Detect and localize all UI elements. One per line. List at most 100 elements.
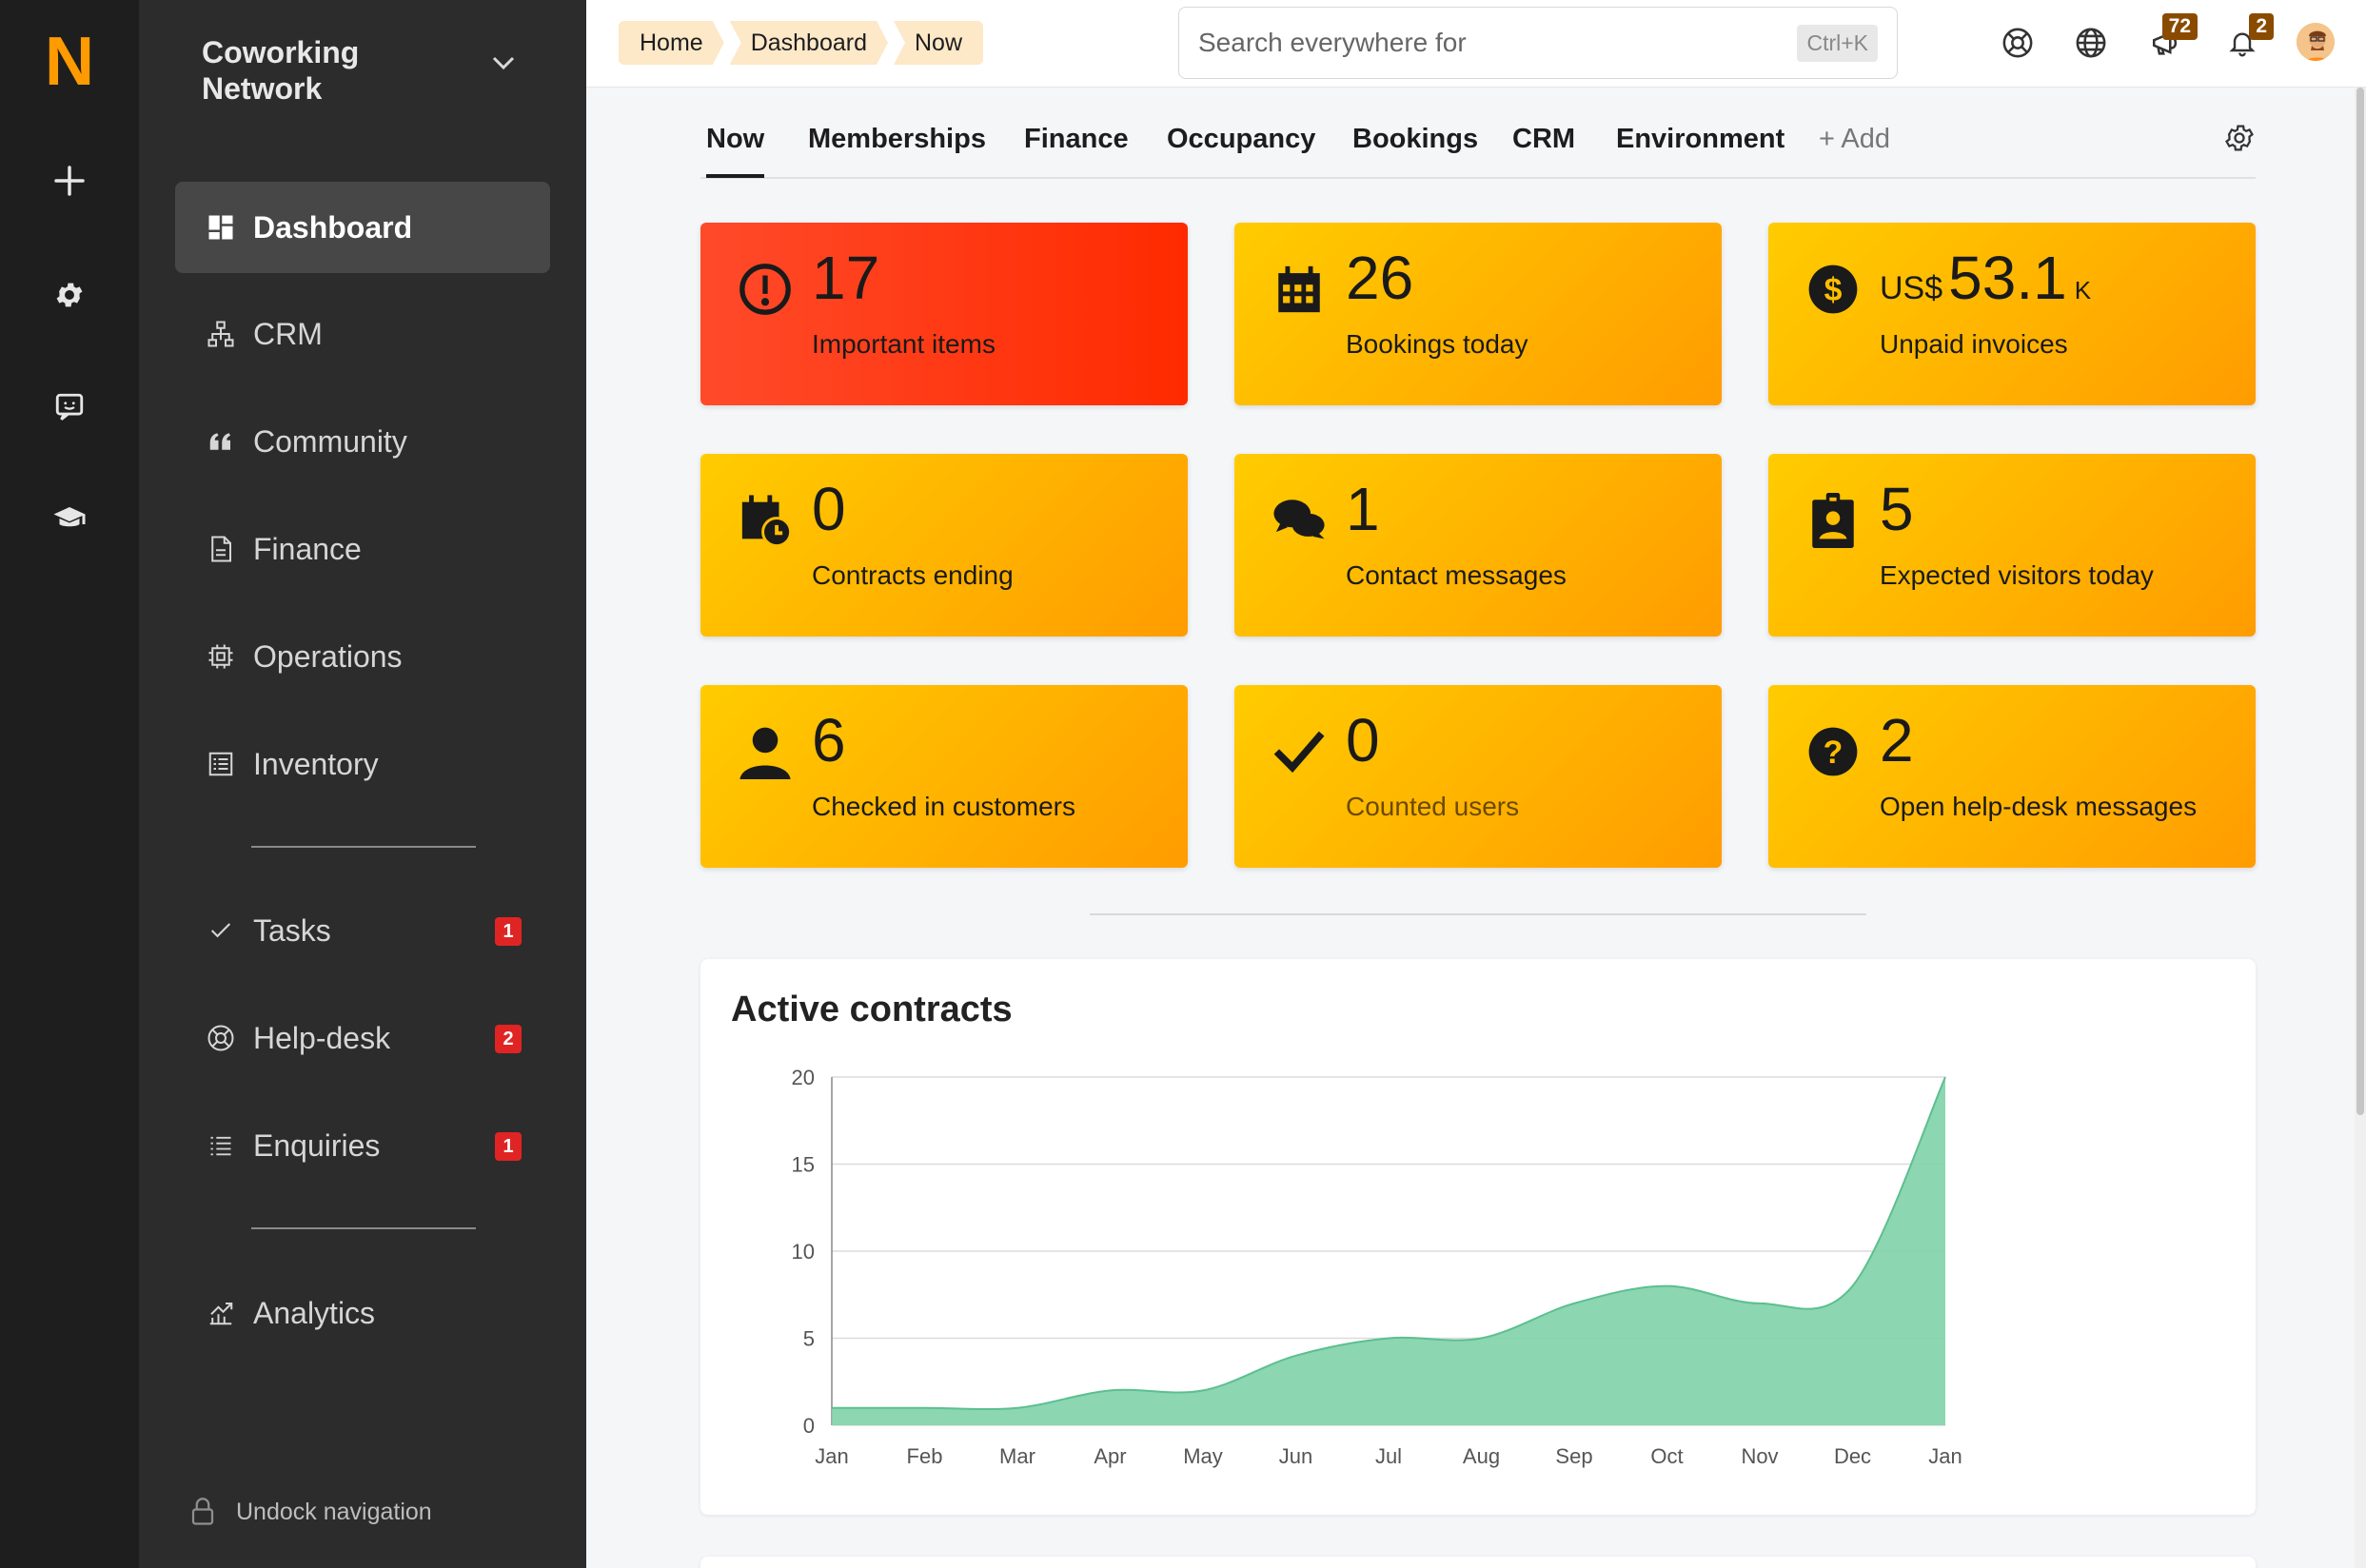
megaphone-icon[interactable]: 72 [2142, 13, 2198, 67]
app-logo[interactable]: N [45, 24, 94, 100]
series-line [832, 1076, 1946, 1411]
chat-icon[interactable] [41, 379, 98, 436]
gear-icon[interactable] [2223, 122, 2256, 159]
svg-text:?: ? [1824, 735, 1844, 771]
chevron-down-icon[interactable] [491, 55, 516, 75]
page-scrollbar[interactable] [2355, 88, 2366, 1568]
sidebar-item-finance[interactable]: Finance [175, 503, 550, 595]
breadcrumb-dashboard[interactable]: Dashboard [730, 21, 888, 65]
card-value: 6 [812, 706, 846, 774]
tasks-badge: 1 [495, 917, 522, 946]
breadcrumb-now[interactable]: Now [894, 21, 984, 65]
card-contracts-ending[interactable]: 0 Contracts ending [700, 454, 1188, 637]
lifebuoy-icon [206, 1023, 236, 1053]
card-contact-messages[interactable]: 1 Contact messages [1234, 454, 1722, 637]
tab-finance[interactable]: Finance [1024, 124, 1129, 154]
x-tick-label: Jan [815, 1444, 848, 1468]
card-value: US$ 53.1 K [1880, 244, 2092, 312]
sidebar-item-label: Inventory [253, 746, 379, 781]
sidebar-item-operations[interactable]: Operations [175, 611, 550, 702]
sidebar-item-help-desk[interactable]: Help-desk 2 [175, 992, 550, 1084]
card-expected-visitors[interactable]: 5 Expected visitors today [1768, 454, 2256, 637]
list-box-icon [206, 749, 236, 779]
card-label: Expected visitors today [1880, 560, 2154, 590]
sidebar-item-community[interactable]: Community [175, 396, 550, 487]
sidebar-item-analytics[interactable]: Analytics [175, 1267, 550, 1359]
card-label: Checked in customers [812, 792, 1076, 821]
card-value: 2 [1880, 706, 1914, 774]
card-important-items[interactable]: 17 Important items [700, 223, 1188, 405]
card-bookings-today[interactable]: 26 Bookings today [1234, 223, 1722, 405]
sidebar-item-label: Operations [253, 638, 403, 674]
sidebar-item-label: Enquiries [253, 1127, 381, 1163]
plus-icon[interactable] [41, 152, 98, 209]
sidebar-item-dashboard[interactable]: Dashboard [175, 182, 550, 273]
breadcrumb-home[interactable]: Home [619, 21, 724, 65]
question-circle-icon: ? [1803, 721, 1863, 782]
graduation-cap-icon[interactable] [41, 490, 98, 547]
tab-occupancy[interactable]: Occupancy [1167, 124, 1316, 154]
card-label: Important items [812, 329, 996, 359]
sidebar-item-label: Analytics [253, 1295, 376, 1330]
card-label: Counted users [1346, 792, 1520, 821]
y-tick-label: 20 [792, 1066, 815, 1089]
tab-add-button[interactable]: + Add [1819, 124, 1890, 154]
sidebar-item-tasks[interactable]: Tasks 1 [175, 885, 550, 976]
org-name[interactable]: Coworking Network [202, 35, 360, 106]
active-contracts-chart: 0 5 10 15 20 Jan Feb Mar Apr May Jun Jul Aug Sep Oct No… [792, 1066, 1962, 1468]
calendar-clock-icon [735, 490, 796, 551]
card-checked-in-customers[interactable]: 6 Checked in customers [700, 685, 1188, 868]
card-value: 17 [812, 244, 880, 312]
dashboard-icon [206, 212, 236, 243]
x-tick-label: Jun [1279, 1444, 1312, 1468]
undock-navigation-button[interactable]: Undock navigation [190, 1498, 432, 1526]
lifebuoy-icon[interactable] [1994, 19, 2041, 67]
dollar-circle-icon: $ [1803, 259, 1863, 320]
scrollbar-thumb[interactable] [2356, 88, 2364, 1115]
card-label: Contact messages [1346, 560, 1567, 590]
card-value: 5 [1880, 475, 1914, 543]
sidebar-item-crm[interactable]: CRM [175, 288, 550, 380]
y-tick-label: 0 [803, 1414, 815, 1438]
badge-icon [1803, 490, 1863, 551]
bell-icon[interactable]: 2 [2218, 13, 2274, 67]
card-value: 0 [812, 475, 846, 543]
tab-environment[interactable]: Environment [1616, 124, 1785, 154]
document-icon [206, 534, 236, 564]
card-open-help-desk[interactable]: ? 2 Open help-desk messages [1768, 685, 2256, 868]
dashboard-tabs: Now Memberships Finance Occupancy Bookin… [700, 107, 2256, 179]
avatar[interactable] [2295, 21, 2336, 63]
y-tick-label: 10 [792, 1240, 815, 1264]
globe-icon[interactable] [2067, 19, 2115, 67]
card-label: Open help-desk messages [1880, 792, 2198, 821]
card-counted-users[interactable]: 0 Counted users [1234, 685, 1722, 868]
calendar-icon [1269, 259, 1330, 320]
y-tick-label: 5 [803, 1327, 815, 1351]
sidebar: Coworking Network Dashboard CRM Communit… [139, 0, 586, 1568]
y-tick-label: 15 [792, 1153, 815, 1177]
section-divider [1090, 913, 1866, 915]
lock-icon [191, 1498, 214, 1525]
search-input[interactable] [1198, 28, 1798, 58]
x-tick-label: Oct [1650, 1444, 1683, 1468]
tab-memberships[interactable]: Memberships [808, 124, 986, 154]
gear-icon[interactable] [41, 266, 98, 323]
card-value: 1 [1346, 475, 1380, 543]
svg-text:$: $ [1824, 272, 1843, 308]
x-tick-label: Nov [1741, 1444, 1778, 1468]
check-icon [206, 915, 236, 946]
sidebar-item-enquiries[interactable]: Enquiries 1 [175, 1100, 550, 1191]
tab-now[interactable]: Now [706, 124, 765, 178]
x-tick-label: Aug [1463, 1444, 1500, 1468]
sidebar-divider [251, 1227, 476, 1229]
card-value: 0 [1346, 706, 1380, 774]
help-desk-badge: 2 [495, 1025, 522, 1053]
checkmark-icon [1269, 721, 1330, 782]
tab-bookings[interactable]: Bookings [1352, 124, 1479, 154]
sidebar-item-inventory[interactable]: Inventory [175, 718, 550, 810]
tab-crm[interactable]: CRM [1512, 124, 1576, 154]
card-unpaid-invoices[interactable]: $ US$ 53.1 K Unpaid invoices [1768, 223, 2256, 405]
undock-label: Undock navigation [236, 1498, 432, 1525]
speech-bubbles-icon [1269, 490, 1330, 551]
chart-up-icon [206, 1298, 236, 1328]
